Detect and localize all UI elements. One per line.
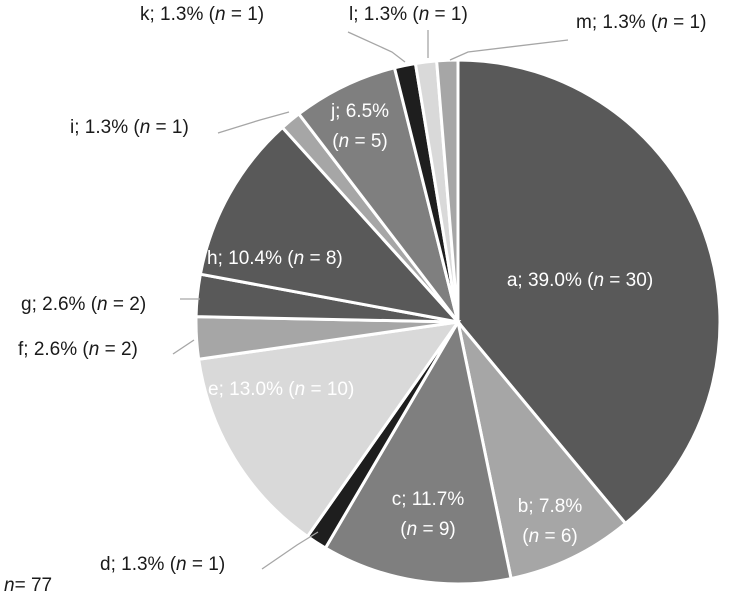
leader-line-d — [261, 531, 319, 570]
slice-label-d: d; 1.3% (n = 1) — [100, 554, 225, 575]
pie-slice-c — [323, 317, 513, 586]
slice-label-i: i; 1.3% (n = 1) — [70, 117, 189, 138]
slice-label-g: g; 2.6% (n = 2) — [21, 294, 146, 315]
pie-slice-a — [456, 58, 722, 526]
total-n-symbol: n — [4, 575, 15, 596]
slice-label-c-pct: c; 11.7% — [392, 489, 465, 510]
slice-label-a: a; 39.0% (n = 30) — [507, 270, 653, 291]
slice-label-m: m; 1.3% (n = 1) — [576, 12, 706, 33]
total-count-note: n= 77 — [4, 575, 52, 597]
slice-label-j-n: (n = 5) — [332, 131, 387, 152]
total-n-value: = 77 — [14, 575, 53, 596]
slice-labels: a; 39.0% (n = 30) b; 7.8% (n = 6) c; 11.7% (… — [18, 4, 706, 575]
slice-label-f: f; 2.6% (n = 2) — [18, 339, 138, 360]
pie-slice-h — [198, 125, 463, 325]
leader-line-k — [347, 31, 406, 63]
leader-line-f — [172, 339, 195, 355]
slice-label-e: e; 13.0% (n = 10) — [208, 379, 354, 400]
pie-slice-e — [196, 320, 462, 539]
pie-slices — [194, 58, 722, 586]
slice-label-b-pct: b; 7.8% — [518, 496, 583, 517]
leader-line-m — [449, 39, 569, 61]
leader-lines — [172, 30, 569, 570]
pie-slice-m — [435, 58, 460, 323]
pie-slice-b — [456, 321, 628, 581]
slice-label-h: h; 10.4% (n = 8) — [207, 248, 343, 269]
leader-line-i — [217, 111, 290, 134]
slice-label-l: l; 1.3% (n = 1) — [349, 4, 468, 25]
slice-label-k: k; 1.3% (n = 1) — [140, 4, 264, 25]
slice-label-j-pct: j; 6.5% — [330, 101, 389, 122]
slice-label-c-n: (n = 9) — [400, 519, 455, 540]
slice-label-b-n: (n = 6) — [522, 526, 577, 547]
